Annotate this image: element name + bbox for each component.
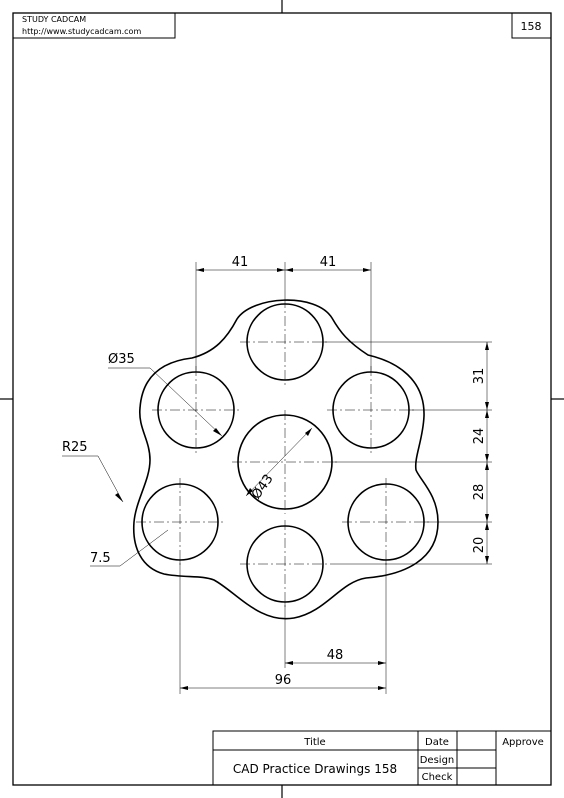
dim-dia-43: Ø43 [249,472,277,503]
part-geometry [132,299,439,620]
drawing-title: CAD Practice Drawings 158 [233,762,397,776]
sheet-border [12,12,552,786]
title-label: Title [303,737,325,748]
url-text: http://www.studycadcam.com [22,27,141,36]
dim-41-left: 41 [232,255,249,270]
approve-label: Approve [502,737,544,748]
date-label: Date [425,737,449,748]
dim-28: 28 [472,484,487,501]
dim-41-right: 41 [320,255,337,270]
dim-dia-35: Ø35 [108,352,135,367]
dim-48: 48 [327,648,344,663]
center-lines [136,298,430,608]
dim-96: 96 [275,673,292,688]
arrowheads [115,268,489,690]
sheet-number: 158 [521,20,542,33]
brand-text: STUDY CADCAM [22,15,86,24]
design-label: Design [420,755,455,766]
dimension-lines [62,262,492,694]
outer-profile [132,299,439,620]
dim-r25: R25 [62,440,88,455]
dim-7-5: 7.5 [90,551,111,566]
dim-24: 24 [472,428,487,445]
header-box [12,12,176,39]
title-block [212,730,552,786]
sheet-number-box [511,12,552,39]
dim-31: 31 [472,368,487,385]
dim-20: 20 [472,537,487,554]
check-label: Check [422,772,453,783]
